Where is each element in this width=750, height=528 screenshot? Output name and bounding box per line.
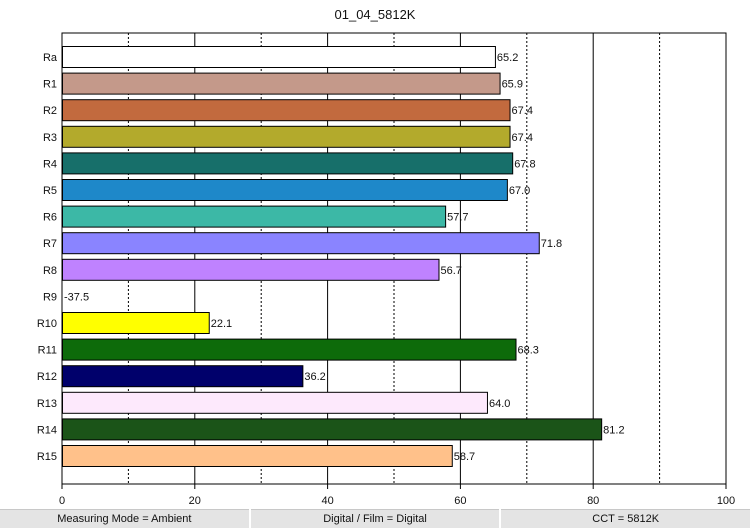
value-label: -37.5 bbox=[64, 291, 89, 303]
category-label: R7 bbox=[43, 238, 57, 250]
value-label: 67.0 bbox=[509, 185, 530, 197]
category-label: R13 bbox=[37, 398, 57, 410]
bar-r13 bbox=[62, 391, 488, 414]
category-label: R3 bbox=[43, 132, 57, 144]
status-bar: Measuring Mode = Ambient Digital / Film … bbox=[0, 509, 750, 528]
bar-r11 bbox=[62, 338, 517, 361]
value-label: 57.7 bbox=[447, 212, 468, 224]
bar-r12 bbox=[62, 365, 304, 388]
category-label: R10 bbox=[37, 318, 57, 330]
bar-r4 bbox=[62, 152, 514, 175]
value-label: 65.2 bbox=[497, 52, 518, 64]
category-label: R2 bbox=[43, 105, 57, 117]
value-label: 67.8 bbox=[514, 158, 535, 170]
bar-r14 bbox=[62, 418, 603, 441]
value-label: 36.2 bbox=[304, 371, 325, 383]
bar-r1 bbox=[62, 72, 501, 95]
cct-status: CCT = 5812K bbox=[501, 509, 750, 528]
value-label: 65.9 bbox=[502, 79, 523, 91]
bar-r3 bbox=[62, 125, 511, 148]
x-tick-label: 100 bbox=[717, 495, 735, 507]
x-tick-label: 80 bbox=[587, 495, 599, 507]
value-label: 22.1 bbox=[211, 318, 232, 330]
value-label: 64.0 bbox=[489, 398, 510, 410]
bar-ra bbox=[62, 46, 496, 68]
category-label: R15 bbox=[37, 451, 57, 463]
category-label: R12 bbox=[37, 371, 57, 383]
bar-r10 bbox=[62, 312, 210, 334]
x-tick-label: 40 bbox=[321, 495, 333, 507]
x-tick-label: 0 bbox=[59, 495, 65, 507]
bar-r2 bbox=[62, 99, 511, 122]
category-label: R6 bbox=[43, 212, 57, 224]
bar-r8 bbox=[62, 258, 440, 281]
capture-mode-status: Digital / Film = Digital bbox=[250, 509, 500, 528]
category-label: R9 bbox=[43, 291, 57, 303]
cri-bar-chart: 01_04_5812K Ra R1 R2 R3 R4 R5 R6 R7 R8 R9 R10 R11 R1… bbox=[37, 7, 735, 507]
bar-r5 bbox=[62, 179, 508, 201]
plot-frame bbox=[61, 32, 727, 485]
value-label: 68.3 bbox=[518, 345, 539, 357]
value-label: 56.7 bbox=[440, 265, 461, 277]
value-label: 67.4 bbox=[512, 105, 533, 117]
x-tick-label: 60 bbox=[454, 495, 466, 507]
category-label: R11 bbox=[38, 345, 57, 357]
category-label: Ra bbox=[43, 52, 58, 64]
value-label: 81.2 bbox=[603, 424, 624, 436]
category-label: R5 bbox=[43, 185, 57, 197]
x-tick-label: 20 bbox=[189, 495, 201, 507]
bar-r6 bbox=[62, 205, 447, 228]
value-label: 71.8 bbox=[541, 238, 562, 250]
bar-r7 bbox=[62, 232, 540, 255]
category-label: R14 bbox=[37, 424, 57, 436]
measuring-mode-status: Measuring Mode = Ambient bbox=[0, 509, 249, 528]
chart-title: 01_04_5812K bbox=[335, 7, 416, 22]
category-label: R8 bbox=[43, 265, 57, 277]
value-label: 67.4 bbox=[512, 132, 533, 144]
value-label: 58.7 bbox=[454, 451, 475, 463]
bar-r15 bbox=[62, 445, 453, 467]
category-label: R1 bbox=[43, 79, 57, 91]
category-label: R4 bbox=[43, 158, 57, 170]
